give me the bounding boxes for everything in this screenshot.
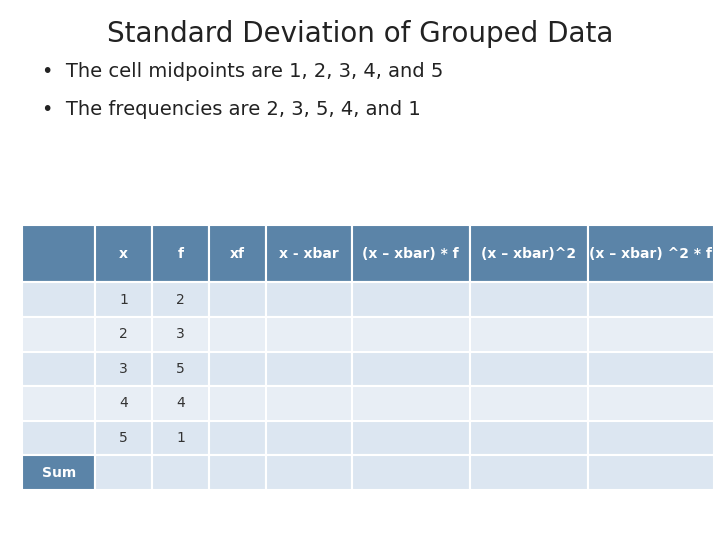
Text: x: x [120,247,128,261]
Text: 1: 1 [176,431,185,445]
Bar [22,421,95,455]
Text: (x – xbar) * f: (x – xbar) * f [362,247,459,261]
Bar [351,455,469,490]
Bar [152,455,210,490]
Bar [588,282,714,317]
Text: 5: 5 [176,362,185,376]
Text: •  The frequencies are 2, 3, 5, 4, and 1: • The frequencies are 2, 3, 5, 4, and 1 [42,100,420,119]
Bar [469,421,588,455]
Text: 5: 5 [120,431,128,445]
Bar [469,455,588,490]
Text: (x – xbar) ^2 * f: (x – xbar) ^2 * f [590,247,712,261]
Text: Standard Deviation of Grouped Data: Standard Deviation of Grouped Data [107,20,613,48]
Bar [22,386,95,421]
Bar [210,386,266,421]
Bar [266,352,351,386]
Text: x - xbar: x - xbar [279,247,339,261]
Bar [588,317,714,352]
Bar [469,225,588,282]
Bar [351,352,469,386]
Bar [95,352,152,386]
Text: 3: 3 [120,362,128,376]
Bar [210,352,266,386]
Bar [152,317,210,352]
Bar [210,225,266,282]
Text: Sum: Sum [42,465,76,480]
Bar [266,225,351,282]
Bar [152,386,210,421]
Bar [210,421,266,455]
Bar [152,421,210,455]
Bar [266,317,351,352]
Bar [588,225,714,282]
Bar [351,421,469,455]
Bar [95,386,152,421]
Bar [266,455,351,490]
Bar [95,317,152,352]
Bar [210,282,266,317]
Bar [469,386,588,421]
Text: f: f [178,247,184,261]
Text: 4: 4 [176,396,185,410]
Text: •  The cell midpoints are 1, 2, 3, 4, and 5: • The cell midpoints are 1, 2, 3, 4, and… [42,62,444,81]
Bar [266,282,351,317]
Bar [266,421,351,455]
Bar [266,386,351,421]
Text: 4: 4 [120,396,128,410]
Text: 1: 1 [120,293,128,307]
Bar [22,352,95,386]
Bar [351,386,469,421]
Text: 2: 2 [120,327,128,341]
Bar [469,317,588,352]
Bar [22,225,95,282]
Bar [152,352,210,386]
Bar [588,421,714,455]
Bar [351,225,469,282]
Bar [469,282,588,317]
Bar [152,282,210,317]
Text: xf: xf [230,247,246,261]
Bar [95,455,152,490]
Bar [588,386,714,421]
Bar [351,317,469,352]
Bar [210,455,266,490]
Bar [588,455,714,490]
Text: 3: 3 [176,327,185,341]
Bar [95,421,152,455]
Bar [22,455,95,490]
Bar [351,282,469,317]
Bar [22,282,95,317]
Text: (x – xbar)^2: (x – xbar)^2 [481,247,576,261]
Bar [95,282,152,317]
Bar [469,352,588,386]
Text: 2: 2 [176,293,185,307]
Bar [588,352,714,386]
Bar [22,317,95,352]
Bar [210,317,266,352]
Bar [95,225,152,282]
Bar [152,225,210,282]
